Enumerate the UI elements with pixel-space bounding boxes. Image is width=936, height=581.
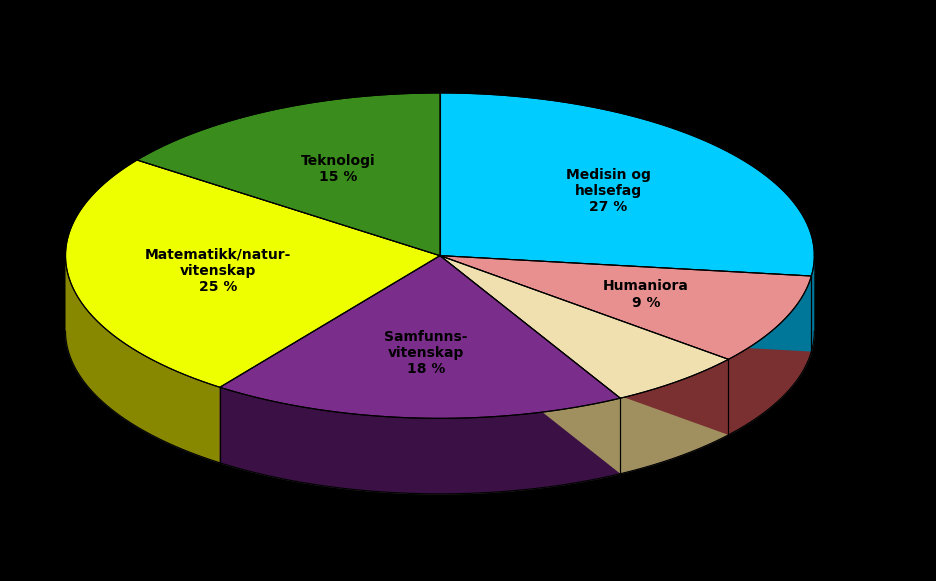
Polygon shape — [66, 331, 814, 494]
Text: Samfunns-
vitenskap
18 %: Samfunns- vitenskap 18 % — [384, 330, 468, 376]
Polygon shape — [66, 256, 220, 463]
Text: Medisin og
helsefag
27 %: Medisin og helsefag 27 % — [566, 168, 651, 214]
Polygon shape — [440, 256, 728, 435]
Polygon shape — [440, 93, 814, 276]
Text: Matematikk/natur-
vitenskap
25 %: Matematikk/natur- vitenskap 25 % — [145, 248, 291, 294]
Polygon shape — [440, 256, 728, 398]
Text: Teknologi
15 %: Teknologi 15 % — [300, 153, 375, 184]
Polygon shape — [440, 256, 621, 474]
Polygon shape — [220, 388, 621, 494]
Polygon shape — [812, 256, 814, 352]
Polygon shape — [220, 256, 440, 463]
Polygon shape — [440, 256, 728, 435]
Polygon shape — [66, 160, 440, 388]
Text: Humaniora
9 %: Humaniora 9 % — [603, 279, 689, 310]
Polygon shape — [137, 93, 440, 256]
Polygon shape — [621, 359, 728, 474]
Polygon shape — [220, 256, 621, 418]
Polygon shape — [728, 276, 812, 435]
Polygon shape — [440, 256, 812, 359]
Polygon shape — [440, 256, 812, 352]
Polygon shape — [440, 256, 812, 352]
Polygon shape — [440, 256, 621, 474]
Polygon shape — [220, 256, 440, 463]
